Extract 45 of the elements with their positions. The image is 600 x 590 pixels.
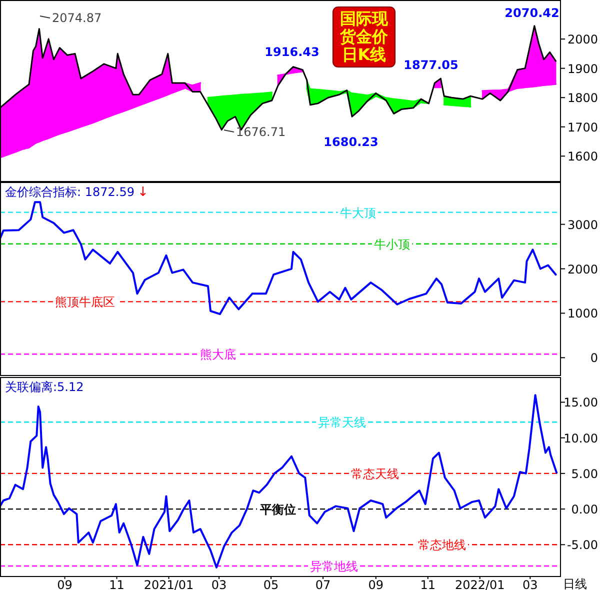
ref-line-label: 熊大底 (200, 348, 236, 362)
ref-line-label: 牛小顶 (374, 237, 410, 252)
x-tick-label: 03 (211, 578, 227, 590)
ref-line-label: 熊顶牛底区 (55, 295, 115, 310)
annotation: 1916.43 (264, 45, 320, 59)
chart-title: 关联偏离:5.12 (5, 380, 84, 394)
x-tick-label: 11 (420, 578, 436, 590)
y-tick-label: 0 (590, 351, 598, 366)
y-tick-label: 2000 (567, 32, 598, 47)
x-tick-label: 07 (315, 578, 331, 590)
y-tick-label: 1800 (567, 91, 598, 106)
y-tick-label: 5.00 (571, 466, 598, 481)
x-tick-label: 2021/01 (144, 578, 194, 590)
ref-line-label: 异常天线 (318, 416, 366, 430)
annotation: ↓ (137, 185, 148, 200)
annotation: 2074.87 (52, 11, 102, 25)
text: 日线 (563, 577, 587, 590)
y-tick-label: 1600 (567, 150, 598, 164)
annotation: 1877.05 (404, 58, 458, 72)
x-tick-label: 03 (522, 578, 538, 590)
ref-line-label: 常态地线 (418, 538, 466, 552)
y-tick-label: 1700 (567, 120, 598, 134)
x-tick-label: 09 (57, 578, 72, 590)
x-tick-label: 11 (109, 578, 124, 590)
y-tick-label: 2000 (567, 262, 598, 276)
y-tick-label: 1900 (567, 62, 598, 76)
y-tick-label: 0.00 (571, 502, 598, 517)
x-tick-label: 2022/01 (454, 578, 505, 590)
chart-title: 金价综合指标: 1872.59 (5, 185, 134, 199)
y-tick-label: 15.00 (564, 396, 598, 410)
annotation: 1680.23 (324, 135, 378, 149)
ref-line-label: 异常地线 (310, 560, 358, 574)
x-tick-label: 05 (263, 578, 279, 590)
y-tick-label: 10.00 (564, 431, 598, 446)
y-tick-label: 1000 (567, 306, 598, 321)
annotation: 2070.42 (504, 6, 560, 20)
ref-line-label: 牛大顶 (340, 206, 376, 220)
ref-line-label: 平衡位 (259, 502, 296, 517)
line-series (0, 201, 557, 316)
text: 国际现货金价日K线 (339, 9, 389, 64)
y-tick-label: -5.00 (566, 538, 598, 552)
y-tick-label: 3000 (567, 218, 598, 232)
annotation: 1676.71 (236, 125, 286, 139)
ref-line-label: 常态天线 (351, 466, 399, 481)
x-tick-label: 09 (368, 578, 384, 590)
